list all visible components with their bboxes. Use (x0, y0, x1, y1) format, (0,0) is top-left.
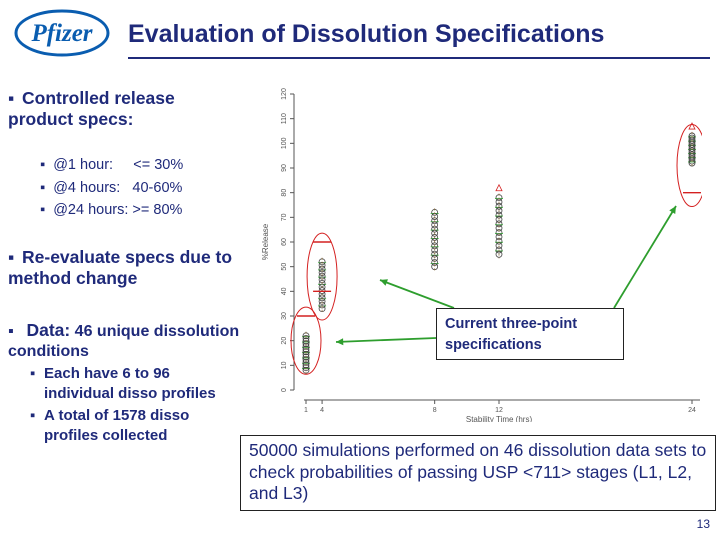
cluster-1 (297, 315, 315, 375)
y-tick-label: 70 (281, 213, 288, 221)
x-axis-label: Stability Time (hrs) (466, 415, 533, 422)
max-marker (688, 122, 696, 130)
y-tick-label: 120 (281, 88, 288, 100)
bullet-square-icon: ▪ (8, 323, 14, 340)
data-sub-item-1: ▪ Each have 6 to 96 individual disso prof… (30, 365, 216, 402)
data-sub-item-2: ▪ A total of 1578 disso profiles collecte… (30, 407, 190, 444)
spec-item-1: ▪ @1 hour: <= 30% (40, 157, 184, 173)
y-tick-label: 110 (281, 113, 288, 124)
arrow-to-4hr (379, 279, 455, 309)
simulation-note: 50000 simulations performed on 46 dissol… (240, 435, 716, 511)
spec-highlight-ellipse (676, 124, 702, 208)
reevaluate-bullet: ▪ Re-evaluate specs due to method change (8, 247, 233, 288)
spec-item-2: ▪ @4 hours: 40-60% (40, 180, 183, 196)
y-tick-label: 30 (281, 312, 288, 320)
logo-text: Pfizer (30, 20, 92, 47)
y-tick-label: 50 (281, 263, 288, 271)
dissolution-scatter-chart: 0 10 20 30 40 50 60 70 80 90 100 110 120 1 4 8 12 24 %Rele… (262, 88, 702, 422)
page-title: Evaluation of Dissolution Specifications (128, 20, 605, 48)
cluster-5 (683, 131, 701, 194)
cluster-4 (495, 193, 503, 259)
x-tick-label: 12 (495, 407, 503, 414)
specs-heading: ▪ Controlled release product specs: (8, 88, 175, 129)
y-tick-label: 0 (281, 388, 288, 392)
bullet-square-icon: ▪ (8, 247, 15, 267)
arrow-to-24hr-head (669, 206, 676, 214)
y-tick-label: 20 (281, 337, 288, 345)
spec-highlight-ellipse (306, 232, 338, 321)
specs-callout: Current three-point specifications (436, 308, 624, 360)
pfizer-logo: Pfizer (14, 9, 110, 57)
page-number: 13 (696, 517, 710, 531)
x-tick-label: 8 (433, 407, 437, 414)
x-tick-label: 24 (688, 407, 696, 414)
title-underline (128, 57, 710, 59)
spec-item-3: ▪ @24 hours: >= 80% (40, 202, 183, 218)
y-axis-label: %Release (262, 223, 270, 260)
max-marker (495, 183, 503, 192)
arrow-to-1hr-head (336, 338, 344, 346)
data-bullet: ▪ Data: 46 unique dissolution conditions (8, 320, 240, 360)
arrow-to-1hr (335, 337, 437, 343)
cluster-3 (430, 208, 439, 271)
y-tick-label: 100 (281, 137, 288, 149)
x-tick-label: 4 (320, 407, 324, 414)
spec-highlight-ellipse (290, 306, 322, 375)
cluster-2 (313, 241, 332, 313)
x-tick-label: 1 (304, 407, 308, 414)
y-tick-label: 60 (281, 238, 288, 246)
bullet-square-icon: ▪ (8, 88, 15, 108)
y-tick-label: 90 (281, 164, 288, 172)
arrow-to-24hr (613, 205, 677, 309)
y-tick-label: 40 (281, 287, 288, 295)
y-tick-label: 80 (281, 189, 288, 197)
arrow-to-4hr-head (380, 279, 388, 286)
y-tick-label: 10 (281, 361, 288, 369)
